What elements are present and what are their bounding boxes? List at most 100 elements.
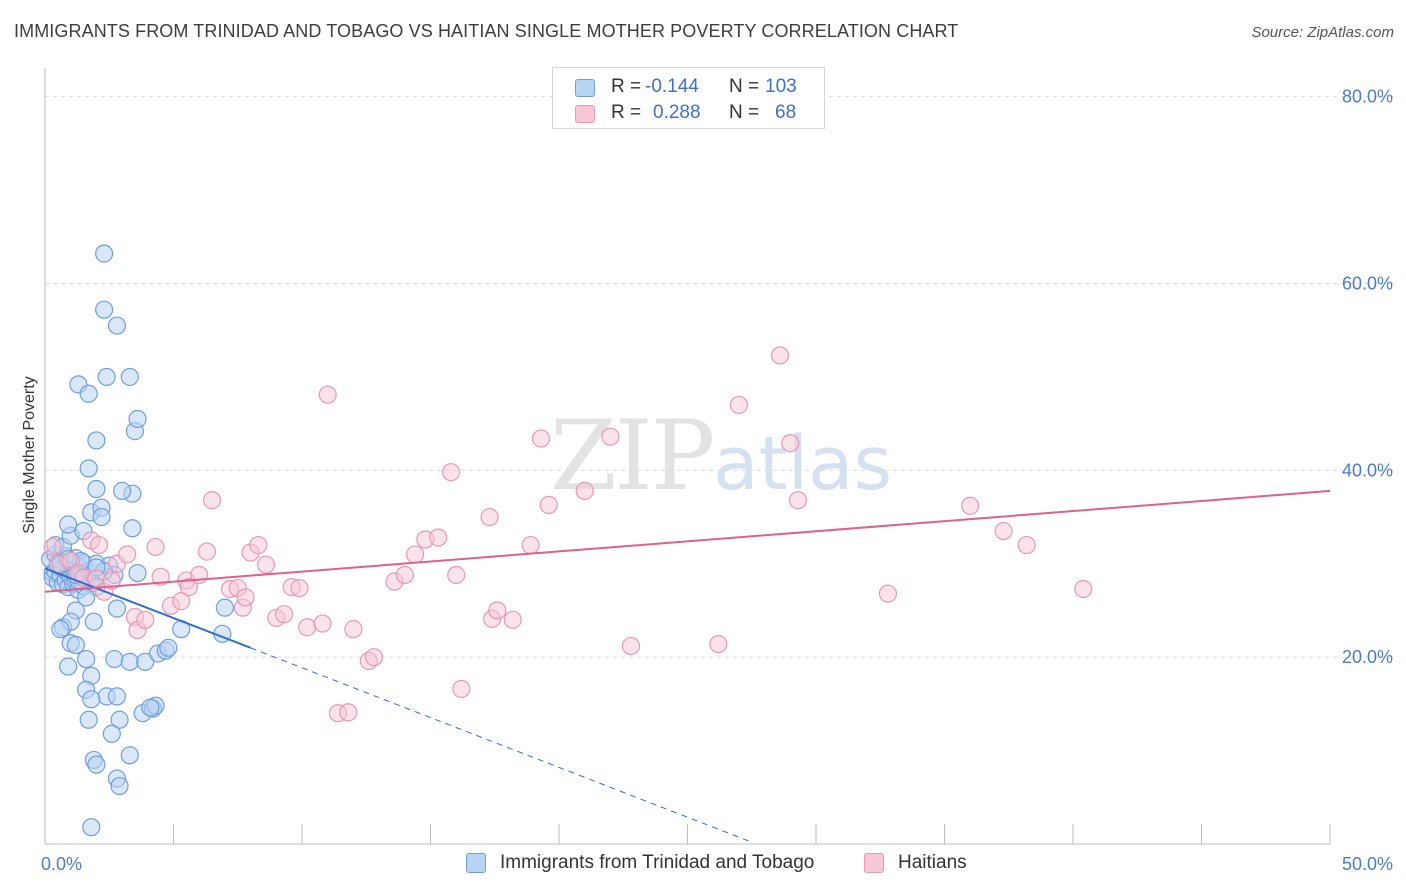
point-haitian [298,618,317,637]
r-value: 0.288 [653,102,701,123]
point-haitian [480,507,499,527]
point-trinidad [107,687,127,706]
point-trinidad [87,755,106,774]
series-trinidad-points [41,244,234,837]
point-trinidad [107,316,127,335]
point-trinidad [123,519,142,538]
point-haitian [1017,535,1036,555]
grid-lines [45,96,1393,658]
r-label: R = [611,102,642,123]
point-trinidad [120,746,139,765]
r-label: R = [611,76,642,97]
point-haitian [770,346,790,365]
point-haitian [197,542,217,561]
stats-legend: R = -0.144 N = 103 R = 0.288 N = 68 [552,67,825,129]
n-label: N = [729,76,760,97]
point-haitian [236,588,255,607]
point-trinidad [84,612,103,631]
point-trinidad [102,724,121,743]
point-haitian [405,545,425,564]
series-haitian-points [43,346,1093,723]
x-tick-label: 0.0% [41,854,82,874]
point-haitian [364,648,384,667]
point-trinidad [112,481,132,500]
point-haitian [961,496,980,515]
point-haitian [313,614,332,633]
point-haitian [1074,579,1093,599]
point-trinidad [120,652,139,671]
point-haitian [729,395,749,415]
point-haitian [249,535,268,555]
point-haitian [531,429,551,448]
axes [44,68,1331,845]
point-haitian [601,427,620,446]
point-haitian [709,634,728,654]
point-haitian [878,584,898,603]
point-haitian [118,545,137,564]
point-trinidad [66,635,85,655]
trend-line-haitian [44,489,1331,593]
y-tick-label: 40.0% [1342,460,1393,480]
point-haitian [256,555,276,574]
point-trinidad [59,657,78,676]
legend-label: Haitians [898,852,967,873]
point-haitian [521,535,540,555]
point-haitian [202,491,222,510]
point-haitian [503,610,522,629]
point-trinidad [141,698,160,717]
point-trinidad [51,620,70,639]
point-trinidad [97,367,116,387]
point-haitian [102,571,121,590]
point-trinidad [79,710,98,729]
point-trinidad [92,507,111,527]
n-value: 68 [775,102,797,123]
point-trinidad [110,776,129,796]
point-trinidad [95,244,114,263]
point-trinidad [59,515,78,534]
r-value: -0.144 [645,76,699,97]
point-trinidad [95,300,114,319]
y-tick-label: 60.0% [1342,274,1393,294]
point-trinidad [136,652,155,671]
point-haitian [274,605,294,624]
point-trinidad [105,649,124,669]
point-trinidad [87,431,106,450]
pink-swatch [575,105,595,123]
point-trinidad [215,598,234,617]
point-trinidad [120,367,139,387]
point-haitian [179,578,199,597]
point-haitian [43,537,62,557]
legend-label: Immigrants from Trinidad and Tobago [500,852,815,873]
point-haitian [395,565,414,585]
point-trinidad [87,479,106,499]
trend-line-trinidad [44,567,251,649]
y-axis-title: Single Mother Poverty [21,376,38,533]
point-haitian [447,565,466,585]
point-trinidad [159,638,178,657]
point-haitian [429,528,448,547]
tick-labels: 20.0% 40.0% 60.0% 80.0% 0.0% 50.0% [41,87,1393,874]
point-haitian [452,679,471,699]
point-haitian [788,491,808,510]
point-trinidad [128,563,147,583]
source-credit: Source: ZipAtlas.com [1251,24,1394,41]
point-haitian [339,703,358,722]
trend-line-trinidad-extension [250,647,752,843]
point-trinidad [128,409,147,429]
y-tick-label: 20.0% [1342,647,1393,667]
point-haitian [575,481,594,500]
x-tick-label: 50.0% [1342,854,1393,874]
blue-swatch [466,853,486,873]
point-haitian [290,578,309,598]
point-trinidad [107,599,127,618]
pink-swatch [864,853,884,873]
point-haitian [441,463,461,482]
point-haitian [151,567,170,586]
blue-swatch [575,79,595,97]
chart-title: IMMIGRANTS FROM TRINIDAD AND TOBAGO VS H… [14,21,959,41]
point-trinidad [110,710,129,729]
point-haitian [136,610,155,629]
point-trinidad [77,649,96,669]
point-haitian [146,537,165,557]
